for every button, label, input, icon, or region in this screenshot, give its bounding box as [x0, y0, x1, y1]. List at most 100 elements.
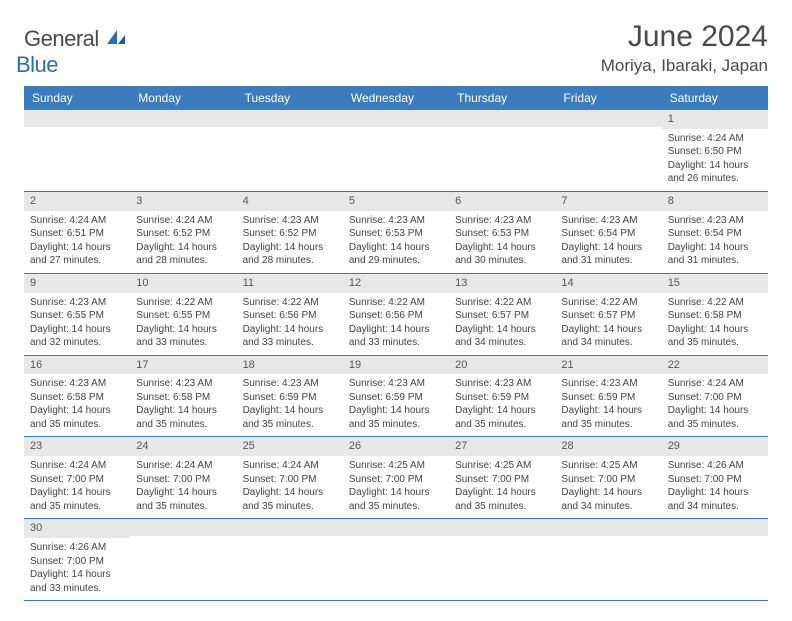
day-body: Sunrise: 4:22 AMSunset: 6:56 PMDaylight:… — [343, 293, 449, 355]
day-number: 16 — [24, 356, 130, 375]
day-number: 8 — [662, 192, 768, 211]
weekday-header: Saturday — [662, 86, 768, 110]
sunrise-line: Sunrise: 4:23 AM — [136, 377, 230, 391]
week-row: 2Sunrise: 4:24 AMSunset: 6:51 PMDaylight… — [24, 192, 768, 274]
day-number: 21 — [555, 356, 661, 375]
day-body: Sunrise: 4:22 AMSunset: 6:55 PMDaylight:… — [130, 293, 236, 355]
day-body: Sunrise: 4:23 AMSunset: 6:52 PMDaylight:… — [237, 211, 343, 273]
sunrise-line: Sunrise: 4:23 AM — [455, 214, 549, 228]
week-row: 9Sunrise: 4:23 AMSunset: 6:55 PMDaylight… — [24, 274, 768, 356]
day-number — [555, 519, 661, 536]
day-body: Sunrise: 4:22 AMSunset: 6:56 PMDaylight:… — [237, 293, 343, 355]
sunset-line: Sunset: 6:58 PM — [30, 391, 124, 405]
sunrise-line: Sunrise: 4:25 AM — [561, 459, 655, 473]
week-row: 16Sunrise: 4:23 AMSunset: 6:58 PMDayligh… — [24, 356, 768, 438]
sunset-line: Sunset: 7:00 PM — [349, 473, 443, 487]
sunset-line: Sunset: 6:58 PM — [668, 309, 762, 323]
daylight-line: Daylight: 14 hours and 28 minutes. — [243, 241, 337, 268]
day-number: 7 — [555, 192, 661, 211]
day-number: 25 — [237, 437, 343, 456]
day-number: 24 — [130, 437, 236, 456]
sunset-line: Sunset: 6:57 PM — [561, 309, 655, 323]
day-cell — [237, 110, 343, 191]
day-cell — [343, 110, 449, 191]
sunrise-line: Sunrise: 4:25 AM — [455, 459, 549, 473]
day-number: 22 — [662, 356, 768, 375]
day-cell: 3Sunrise: 4:24 AMSunset: 6:52 PMDaylight… — [130, 192, 236, 273]
sunrise-line: Sunrise: 4:24 AM — [136, 459, 230, 473]
daylight-line: Daylight: 14 hours and 34 minutes. — [561, 486, 655, 513]
day-number: 4 — [237, 192, 343, 211]
daylight-line: Daylight: 14 hours and 34 minutes. — [561, 323, 655, 350]
day-cell: 10Sunrise: 4:22 AMSunset: 6:55 PMDayligh… — [130, 274, 236, 355]
day-body: Sunrise: 4:23 AMSunset: 6:53 PMDaylight:… — [343, 211, 449, 273]
sunrise-line: Sunrise: 4:23 AM — [243, 214, 337, 228]
sunset-line: Sunset: 7:00 PM — [455, 473, 549, 487]
calendar-table: SundayMondayTuesdayWednesdayThursdayFrid… — [24, 86, 768, 601]
day-cell: 29Sunrise: 4:26 AMSunset: 7:00 PMDayligh… — [662, 437, 768, 518]
sunrise-line: Sunrise: 4:23 AM — [30, 296, 124, 310]
daylight-line: Daylight: 14 hours and 35 minutes. — [455, 404, 549, 431]
day-cell: 14Sunrise: 4:22 AMSunset: 6:57 PMDayligh… — [555, 274, 661, 355]
day-body: Sunrise: 4:25 AMSunset: 7:00 PMDaylight:… — [343, 456, 449, 518]
daylight-line: Daylight: 14 hours and 35 minutes. — [349, 404, 443, 431]
day-number — [662, 519, 768, 536]
day-number: 9 — [24, 274, 130, 293]
day-number: 2 — [24, 192, 130, 211]
day-cell — [555, 110, 661, 191]
day-cell — [662, 519, 768, 600]
sunset-line: Sunset: 6:55 PM — [30, 309, 124, 323]
day-cell — [449, 110, 555, 191]
day-cell: 22Sunrise: 4:24 AMSunset: 7:00 PMDayligh… — [662, 356, 768, 437]
sunset-line: Sunset: 7:00 PM — [30, 473, 124, 487]
daylight-line: Daylight: 14 hours and 35 minutes. — [136, 404, 230, 431]
day-body: Sunrise: 4:25 AMSunset: 7:00 PMDaylight:… — [555, 456, 661, 518]
day-number — [237, 519, 343, 536]
daylight-line: Daylight: 14 hours and 32 minutes. — [30, 323, 124, 350]
day-cell: 8Sunrise: 4:23 AMSunset: 6:54 PMDaylight… — [662, 192, 768, 273]
day-body: Sunrise: 4:23 AMSunset: 6:55 PMDaylight:… — [24, 293, 130, 355]
weekday-header: Sunday — [24, 86, 130, 110]
sunset-line: Sunset: 7:00 PM — [668, 391, 762, 405]
page-title: June 2024 — [601, 20, 768, 54]
sunset-line: Sunset: 6:59 PM — [561, 391, 655, 405]
day-cell: 26Sunrise: 4:25 AMSunset: 7:00 PMDayligh… — [343, 437, 449, 518]
weekday-header: Friday — [555, 86, 661, 110]
day-body: Sunrise: 4:24 AMSunset: 6:51 PMDaylight:… — [24, 211, 130, 273]
day-cell: 27Sunrise: 4:25 AMSunset: 7:00 PMDayligh… — [449, 437, 555, 518]
location-label: Moriya, Ibaraki, Japan — [601, 56, 768, 76]
day-body: Sunrise: 4:22 AMSunset: 6:57 PMDaylight:… — [449, 293, 555, 355]
day-body: Sunrise: 4:22 AMSunset: 6:58 PMDaylight:… — [662, 293, 768, 355]
day-number: 5 — [343, 192, 449, 211]
sunrise-line: Sunrise: 4:24 AM — [668, 377, 762, 391]
day-number: 23 — [24, 437, 130, 456]
day-body: Sunrise: 4:23 AMSunset: 6:58 PMDaylight:… — [130, 374, 236, 436]
day-body: Sunrise: 4:24 AMSunset: 7:00 PMDaylight:… — [130, 456, 236, 518]
sunset-line: Sunset: 6:53 PM — [349, 227, 443, 241]
day-body: Sunrise: 4:23 AMSunset: 6:59 PMDaylight:… — [237, 374, 343, 436]
sunrise-line: Sunrise: 4:26 AM — [668, 459, 762, 473]
weekday-header: Wednesday — [343, 86, 449, 110]
day-body: Sunrise: 4:26 AMSunset: 7:00 PMDaylight:… — [24, 538, 130, 600]
day-number: 15 — [662, 274, 768, 293]
daylight-line: Daylight: 14 hours and 33 minutes. — [243, 323, 337, 350]
day-number — [449, 519, 555, 536]
sunset-line: Sunset: 6:54 PM — [561, 227, 655, 241]
sunrise-line: Sunrise: 4:23 AM — [668, 214, 762, 228]
day-cell: 24Sunrise: 4:24 AMSunset: 7:00 PMDayligh… — [130, 437, 236, 518]
sunrise-line: Sunrise: 4:23 AM — [30, 377, 124, 391]
sunset-line: Sunset: 7:00 PM — [243, 473, 337, 487]
sunset-line: Sunset: 6:58 PM — [136, 391, 230, 405]
header: General Blue June 2024 Moriya, Ibaraki, … — [24, 20, 768, 78]
day-cell: 5Sunrise: 4:23 AMSunset: 6:53 PMDaylight… — [343, 192, 449, 273]
sunrise-line: Sunrise: 4:22 AM — [561, 296, 655, 310]
daylight-line: Daylight: 14 hours and 33 minutes. — [136, 323, 230, 350]
sunset-line: Sunset: 7:00 PM — [668, 473, 762, 487]
day-cell: 1Sunrise: 4:24 AMSunset: 6:50 PMDaylight… — [662, 110, 768, 191]
day-cell: 23Sunrise: 4:24 AMSunset: 7:00 PMDayligh… — [24, 437, 130, 518]
day-cell: 4Sunrise: 4:23 AMSunset: 6:52 PMDaylight… — [237, 192, 343, 273]
day-body: Sunrise: 4:26 AMSunset: 7:00 PMDaylight:… — [662, 456, 768, 518]
daylight-line: Daylight: 14 hours and 35 minutes. — [243, 404, 337, 431]
title-block: June 2024 Moriya, Ibaraki, Japan — [601, 20, 768, 76]
day-number — [130, 519, 236, 536]
